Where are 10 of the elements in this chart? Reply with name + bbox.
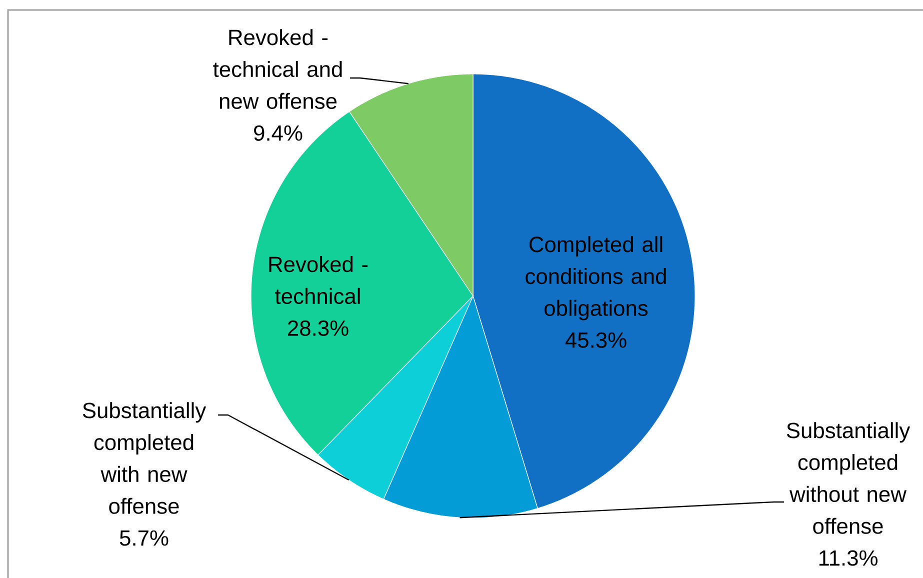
slice-label: Substantially completed with new offense	[82, 402, 206, 514]
slice-label: Completed all conditions and obligations	[526, 236, 666, 320]
data-label: 28.3%	[288, 320, 348, 336]
data-label: 45.3%	[565, 332, 626, 348]
slice-label: Revoked - technical	[269, 256, 368, 304]
data-label: 11.3%	[819, 550, 878, 566]
slice-label: Substantially completed without new offense	[786, 422, 910, 534]
slice-label: Revoked - technical and new offense	[213, 29, 342, 109]
data-label: 9.4%	[254, 125, 302, 141]
data-label: 5.7%	[120, 530, 168, 546]
